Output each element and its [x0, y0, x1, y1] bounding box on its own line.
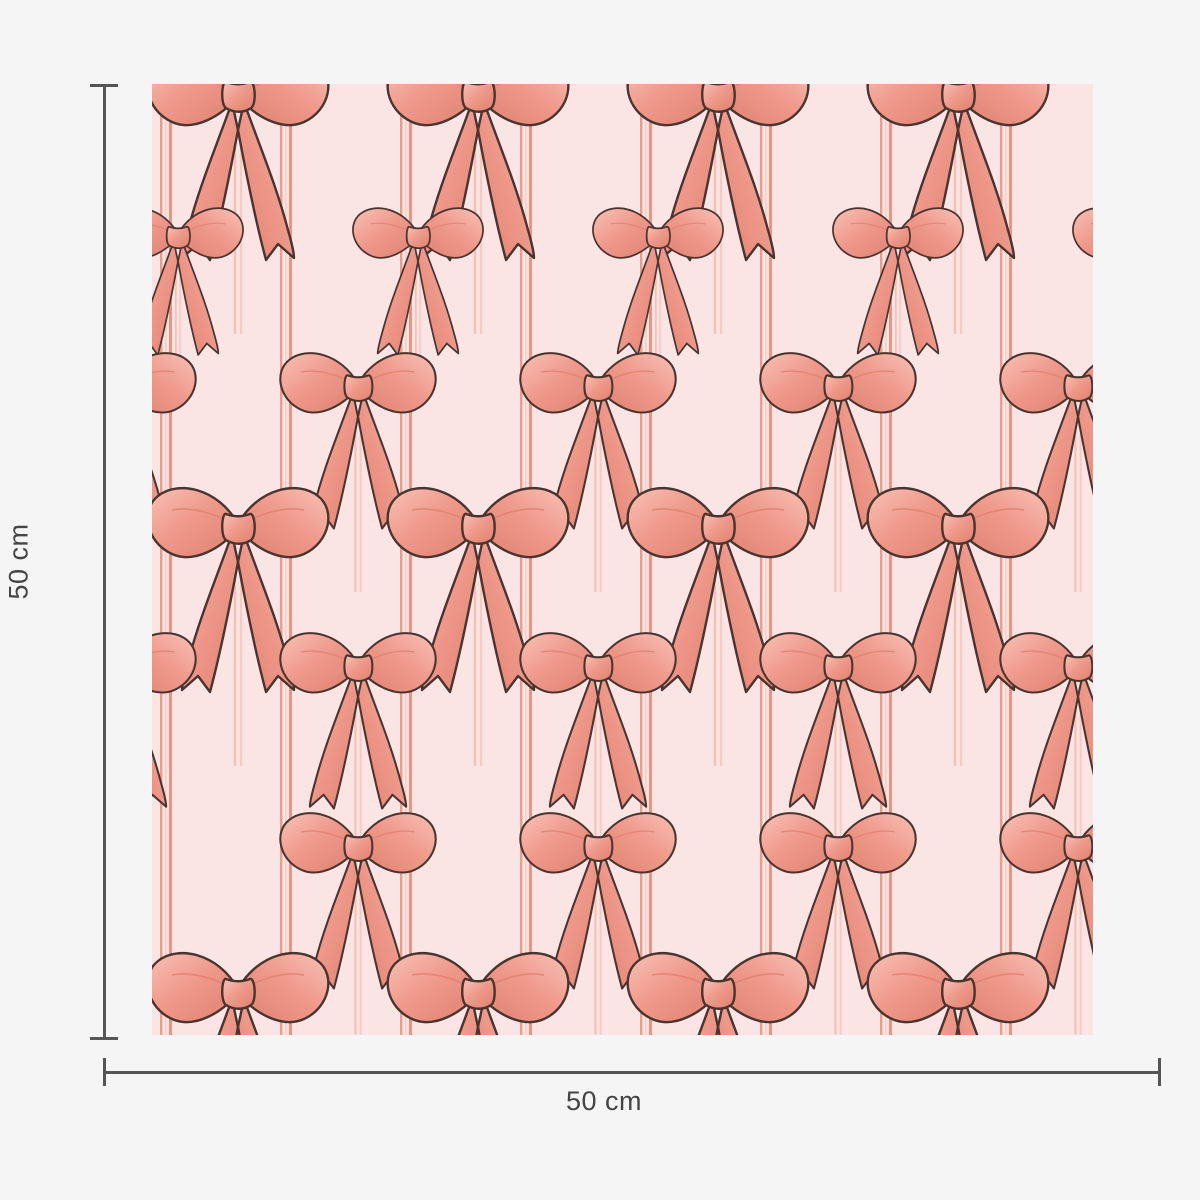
stripe-pattern-layer: [160, 84, 1012, 1035]
vertical-dimension-tick-top: [90, 84, 118, 87]
vertical-dimension-line: [103, 84, 106, 1040]
wallpaper-swatch[interactable]: [152, 84, 1093, 1035]
vertical-dimension-tick-bottom: [90, 1037, 118, 1040]
horizontal-dimension-line: [103, 1071, 1161, 1074]
horizontal-dimension-label: 50 cm: [566, 1086, 643, 1116]
horizontal-dimension-tick-left: [103, 1058, 106, 1086]
horizontal-dimension-tick-right: [1158, 1058, 1161, 1086]
vertical-dimension-label: 50 cm: [3, 523, 34, 600]
bow-pattern-layer: [152, 84, 1093, 1035]
